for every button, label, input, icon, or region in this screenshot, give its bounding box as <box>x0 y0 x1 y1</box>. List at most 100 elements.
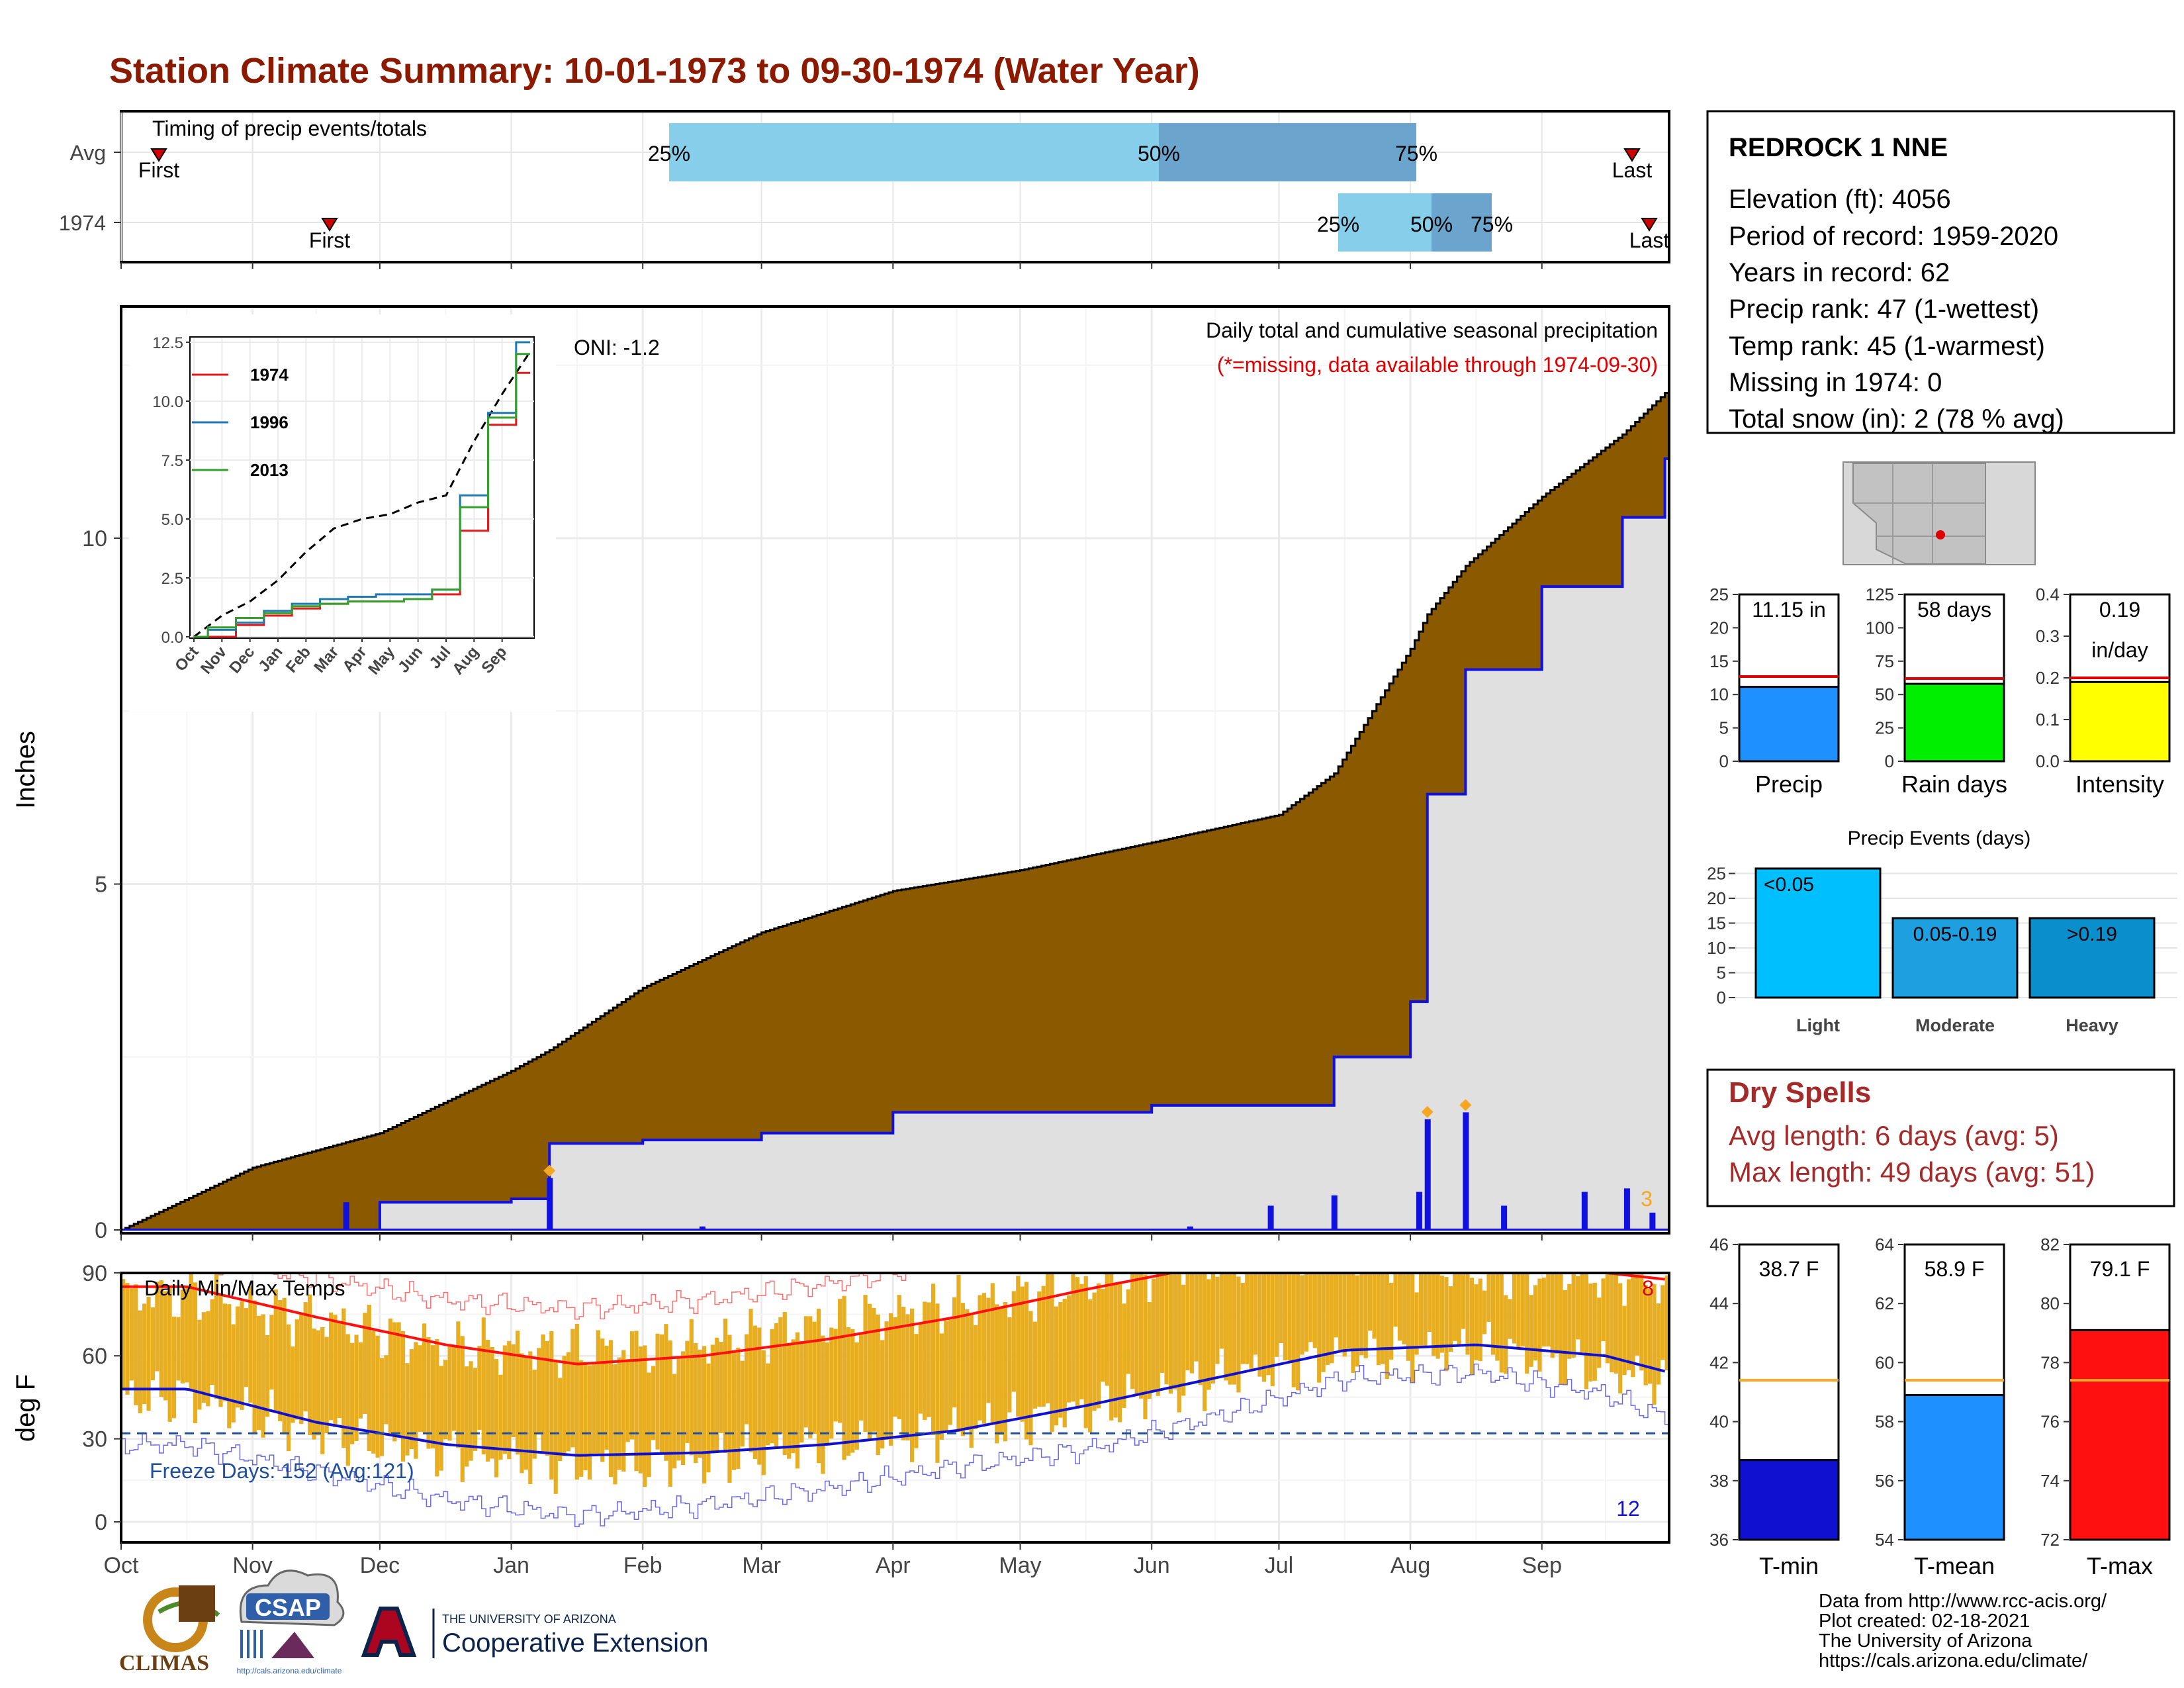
daily-temp-range-bar <box>171 1317 177 1419</box>
daily-temp-range-bar <box>1529 1295 1533 1367</box>
daily-temp-range-bar <box>465 1366 469 1467</box>
daily-temp-range-bar <box>1639 1273 1644 1371</box>
daily-temp-range-bar <box>901 1307 906 1440</box>
daily-temp-range-bar <box>592 1362 596 1456</box>
daily-temp-range-bar <box>409 1349 414 1450</box>
daily-temp-range-bar <box>782 1311 787 1456</box>
precip-event-bar <box>1891 917 2019 999</box>
daily-temp-range-bar <box>939 1333 944 1440</box>
daily-precip-bar <box>343 1202 349 1230</box>
daily-temp-range-bar <box>1045 1273 1050 1404</box>
daily-temp-range-bar <box>1355 1275 1359 1367</box>
daily-temp-range-bar <box>1189 1273 1195 1374</box>
daily-temp-range-bar <box>1626 1279 1631 1370</box>
daily-temp-range-bar <box>134 1284 138 1405</box>
credit-line: https://cals.arizona.edu/climate/ <box>1819 1650 2088 1671</box>
daily-temp-range-bar <box>1156 1273 1160 1396</box>
daily-temp-range-bar <box>1334 1273 1338 1338</box>
daily-temp-range-bar <box>952 1297 957 1408</box>
daily-temp-range-bar <box>749 1309 753 1452</box>
daily-temp-range-bar <box>770 1329 774 1444</box>
timing-1974-p50: 50% <box>1410 212 1453 236</box>
daily-temp-range-bar <box>1308 1273 1313 1342</box>
daily-temp-range-bar <box>969 1315 974 1448</box>
daily-temp-range-bar <box>307 1294 312 1436</box>
temperature-panel: 0 30 60 90 Oct Nov Dec Jan Feb Mar Apr May Jun Jul Au… <box>11 1231 1670 1578</box>
summary-bar <box>2069 680 2171 763</box>
daily-temp-range-bar <box>1275 1273 1279 1357</box>
daily-temp-range-bar <box>1143 1274 1148 1420</box>
daily-temp-range-bar <box>821 1335 825 1474</box>
daily-temp-range-bar <box>587 1365 592 1480</box>
daily-temp-range-bar <box>1257 1273 1262 1377</box>
daily-temp-range-bar <box>574 1323 579 1480</box>
daily-temp-range-bar <box>1325 1273 1330 1365</box>
daily-temp-range-bar <box>608 1340 614 1477</box>
timing-avg-iqr-lower <box>669 123 1159 181</box>
daily-temp-range-bar <box>1439 1275 1445 1353</box>
daily-temp-range-bar <box>965 1309 970 1430</box>
daily-temp-range-bar <box>227 1304 232 1429</box>
daily-temp-range-bar <box>854 1342 859 1450</box>
temp-series-line <box>121 1273 1665 1366</box>
daily-temp-range-bar <box>405 1363 410 1456</box>
daily-temp-range-bar <box>329 1312 334 1421</box>
daily-temp-range-bar <box>774 1323 779 1448</box>
summary-bar-label: Intensity <box>2075 771 2164 798</box>
daily-temp-range-bar <box>146 1296 151 1411</box>
x-tick-label: Apr <box>876 1553 911 1578</box>
daily-temp-range-bar <box>426 1337 431 1449</box>
daily-temp-range-bar <box>1283 1273 1288 1361</box>
daily-temp-range-bar <box>651 1366 656 1440</box>
record-high-count: 8 <box>1642 1276 1654 1300</box>
daily-temp-range-bar <box>278 1300 283 1422</box>
station-line: Years in record: 62 <box>1729 258 1950 287</box>
daily-temp-range-bar <box>350 1342 355 1444</box>
temp-summary-label: T-min <box>1759 1552 1819 1579</box>
daily-temp-range-bar <box>766 1363 770 1446</box>
daily-temp-range-bar <box>1168 1273 1173 1394</box>
daily-temp-range-bar <box>252 1300 257 1434</box>
daily-temp-range-bar <box>1245 1273 1250 1364</box>
y-tick-label: 5 <box>95 872 107 898</box>
inset-y-tick-label: 12.5 <box>152 334 183 352</box>
daily-temp-range-bar <box>1198 1273 1203 1385</box>
temp-summary-value: 79.1 F <box>2090 1257 2150 1281</box>
y-tick-label: 58 <box>1875 1412 1894 1432</box>
daily-precip-bar <box>1424 1119 1431 1230</box>
daily-temp-range-bar <box>532 1370 537 1459</box>
y-tick-label: 0.0 <box>2036 751 2060 771</box>
daily-temp-range-bar <box>1346 1273 1351 1349</box>
daily-temp-range-bar <box>1138 1273 1144 1399</box>
timing-1974-last-label: Last <box>1629 228 1670 252</box>
daily-temp-range-bar <box>469 1361 473 1461</box>
daily-temp-range-bar <box>273 1289 278 1413</box>
y-tick-label: 82 <box>2040 1235 2060 1254</box>
daily-temp-range-bar <box>236 1306 240 1408</box>
daily-temp-range-bar <box>1210 1273 1216 1383</box>
y-tick-label: 64 <box>1875 1235 1894 1254</box>
y-tick-label: 40 <box>1709 1412 1729 1432</box>
daily-temp-range-bar <box>1465 1273 1470 1355</box>
daily-temp-range-bar <box>218 1294 223 1407</box>
y-tick-label: 60 <box>82 1344 107 1369</box>
daily-temp-range-bar <box>1312 1273 1317 1348</box>
daily-temp-range-bar <box>486 1340 490 1462</box>
summary-bar-label: Rain days <box>1901 771 2007 798</box>
daily-temp-range-bar <box>1647 1288 1653 1384</box>
daily-temp-range-bar <box>1109 1273 1114 1421</box>
daily-temp-range-bar <box>1003 1301 1008 1442</box>
y-tick-label: 0 <box>1719 751 1729 771</box>
daily-temp-range-bar <box>880 1340 885 1449</box>
y-tick-label: 36 <box>1709 1530 1729 1550</box>
daily-temp-range-bar <box>1130 1273 1135 1389</box>
y-tick-label: 100 <box>1866 618 1894 637</box>
x-tick-label: Jan <box>493 1553 529 1578</box>
daily-temp-range-bar <box>502 1345 507 1454</box>
y-tick-label: 78 <box>2040 1352 2060 1372</box>
precip-events-title: Precip Events (days) <box>1848 827 2031 849</box>
daily-temp-range-bar <box>1618 1283 1623 1393</box>
daily-temp-range-bar <box>515 1331 520 1455</box>
daily-temp-range-bar <box>833 1329 838 1422</box>
daily-temp-range-bar <box>1622 1305 1627 1376</box>
